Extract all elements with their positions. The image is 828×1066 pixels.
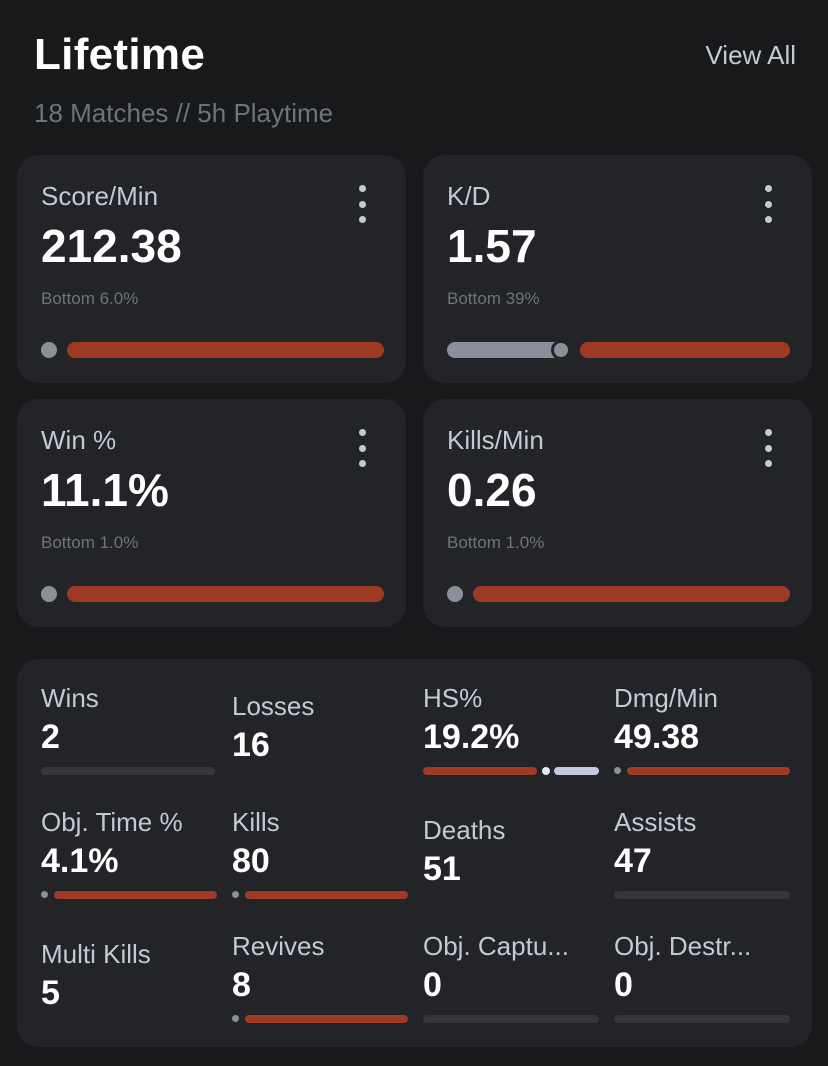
percentile-marker [41,342,57,358]
card-label: K/D [447,181,491,211]
stat-bar [41,891,217,899]
stat-bar [41,767,215,775]
stat-bar [614,891,790,899]
stat-obj-destroys[interactable]: Obj. Destr... 0 [614,931,790,1005]
stat-label: Wins [41,683,99,713]
percentile-marker [447,586,463,602]
stat-assists[interactable]: Assists 47 [614,807,790,881]
more-vert-icon[interactable] [352,185,372,223]
stat-label: Dmg/Min [614,683,719,713]
stat-wins[interactable]: Wins 2 [41,683,217,757]
percentile-bar [447,586,790,602]
stat-value: 19.2% [423,718,520,756]
percentile-remaining [580,342,790,358]
stat-value: 0 [614,966,633,1004]
stat-value: 4.1% [41,842,119,880]
percentile-remaining [67,342,384,358]
more-vert-icon[interactable] [352,429,372,467]
card-value: 1.57 [447,220,537,272]
card-label: Kills/Min [447,425,544,455]
stat-value: 2 [41,718,60,756]
stat-deaths[interactable]: Deaths 51 [423,815,599,889]
stat-revives[interactable]: Revives 8 [232,931,408,1005]
stats-grid: Wins 2 Losses 16 HS% 19.2% Dmg/Min 49.38… [17,659,812,1047]
percentile-bar [41,586,384,602]
stat-bar [423,1015,599,1023]
stat-card-win-percent[interactable]: Win % 11.1% Bottom 1.0% [17,399,406,627]
stat-label: Multi Kills [41,939,151,969]
page-title: Lifetime [34,30,206,79]
card-label: Win % [41,425,117,455]
card-rank: Bottom 1.0% [41,533,139,552]
stat-label: Kills [232,807,280,837]
stat-value: 8 [232,966,251,1004]
stat-label: Obj. Captu... [423,931,569,961]
stat-value: 16 [232,726,270,764]
stat-multi-kills[interactable]: Multi Kills 5 [41,939,217,1013]
page-subtitle: 18 Matches // 5h Playtime [34,98,334,128]
percentile-remaining [473,586,790,602]
stat-card-kd[interactable]: K/D 1.57 Bottom 39% [423,155,812,383]
stat-bar [232,1015,408,1023]
percentile-remaining [67,586,384,602]
stat-losses[interactable]: Losses 16 [232,691,408,765]
view-all-link[interactable]: View All [705,40,796,70]
stat-card-kills-per-min[interactable]: Kills/Min 0.26 Bottom 1.0% [423,399,812,627]
more-vert-icon[interactable] [758,185,778,223]
stat-label: Deaths [423,815,506,845]
stat-label: Obj. Time % [41,807,183,837]
header: Lifetime 18 Matches // 5h Playtime View … [34,30,796,140]
card-value: 11.1% [41,464,169,516]
percentile-bar [41,342,384,358]
stat-hs-percent[interactable]: HS% 19.2% [423,683,599,757]
stat-obj-captures[interactable]: Obj. Captu... 0 [423,931,599,1005]
stat-bar [423,767,599,775]
stat-value: 0 [423,966,442,1004]
stat-bar [232,891,408,899]
stat-value: 51 [423,850,461,888]
percentile-filled [447,342,565,358]
card-rank: Bottom 1.0% [447,533,545,552]
percentile-marker [41,586,57,602]
card-rank: Bottom 6.0% [41,289,139,308]
stat-value: 47 [614,842,652,880]
stat-kills[interactable]: Kills 80 [232,807,408,881]
stat-label: HS% [423,683,483,713]
stat-label: Obj. Destr... [614,931,752,961]
card-label: Score/Min [41,181,159,211]
stat-label: Revives [232,931,325,961]
stat-value: 80 [232,842,270,880]
percentile-bar [447,340,790,360]
stat-label: Losses [232,691,315,721]
stat-value: 49.38 [614,718,700,756]
percentile-marker [551,340,571,360]
stat-obj-time-percent[interactable]: Obj. Time % 4.1% [41,807,217,881]
stat-bar [614,1015,790,1023]
more-vert-icon[interactable] [758,429,778,467]
card-value: 212.38 [41,220,182,272]
stat-bar [614,767,790,775]
card-rank: Bottom 39% [447,289,540,308]
card-value: 0.26 [447,464,537,516]
stat-label: Assists [614,807,697,837]
stat-dmg-per-min[interactable]: Dmg/Min 49.38 [614,683,790,757]
stat-card-score-per-min[interactable]: Score/Min 212.38 Bottom 6.0% [17,155,406,383]
stat-value: 5 [41,974,60,1012]
